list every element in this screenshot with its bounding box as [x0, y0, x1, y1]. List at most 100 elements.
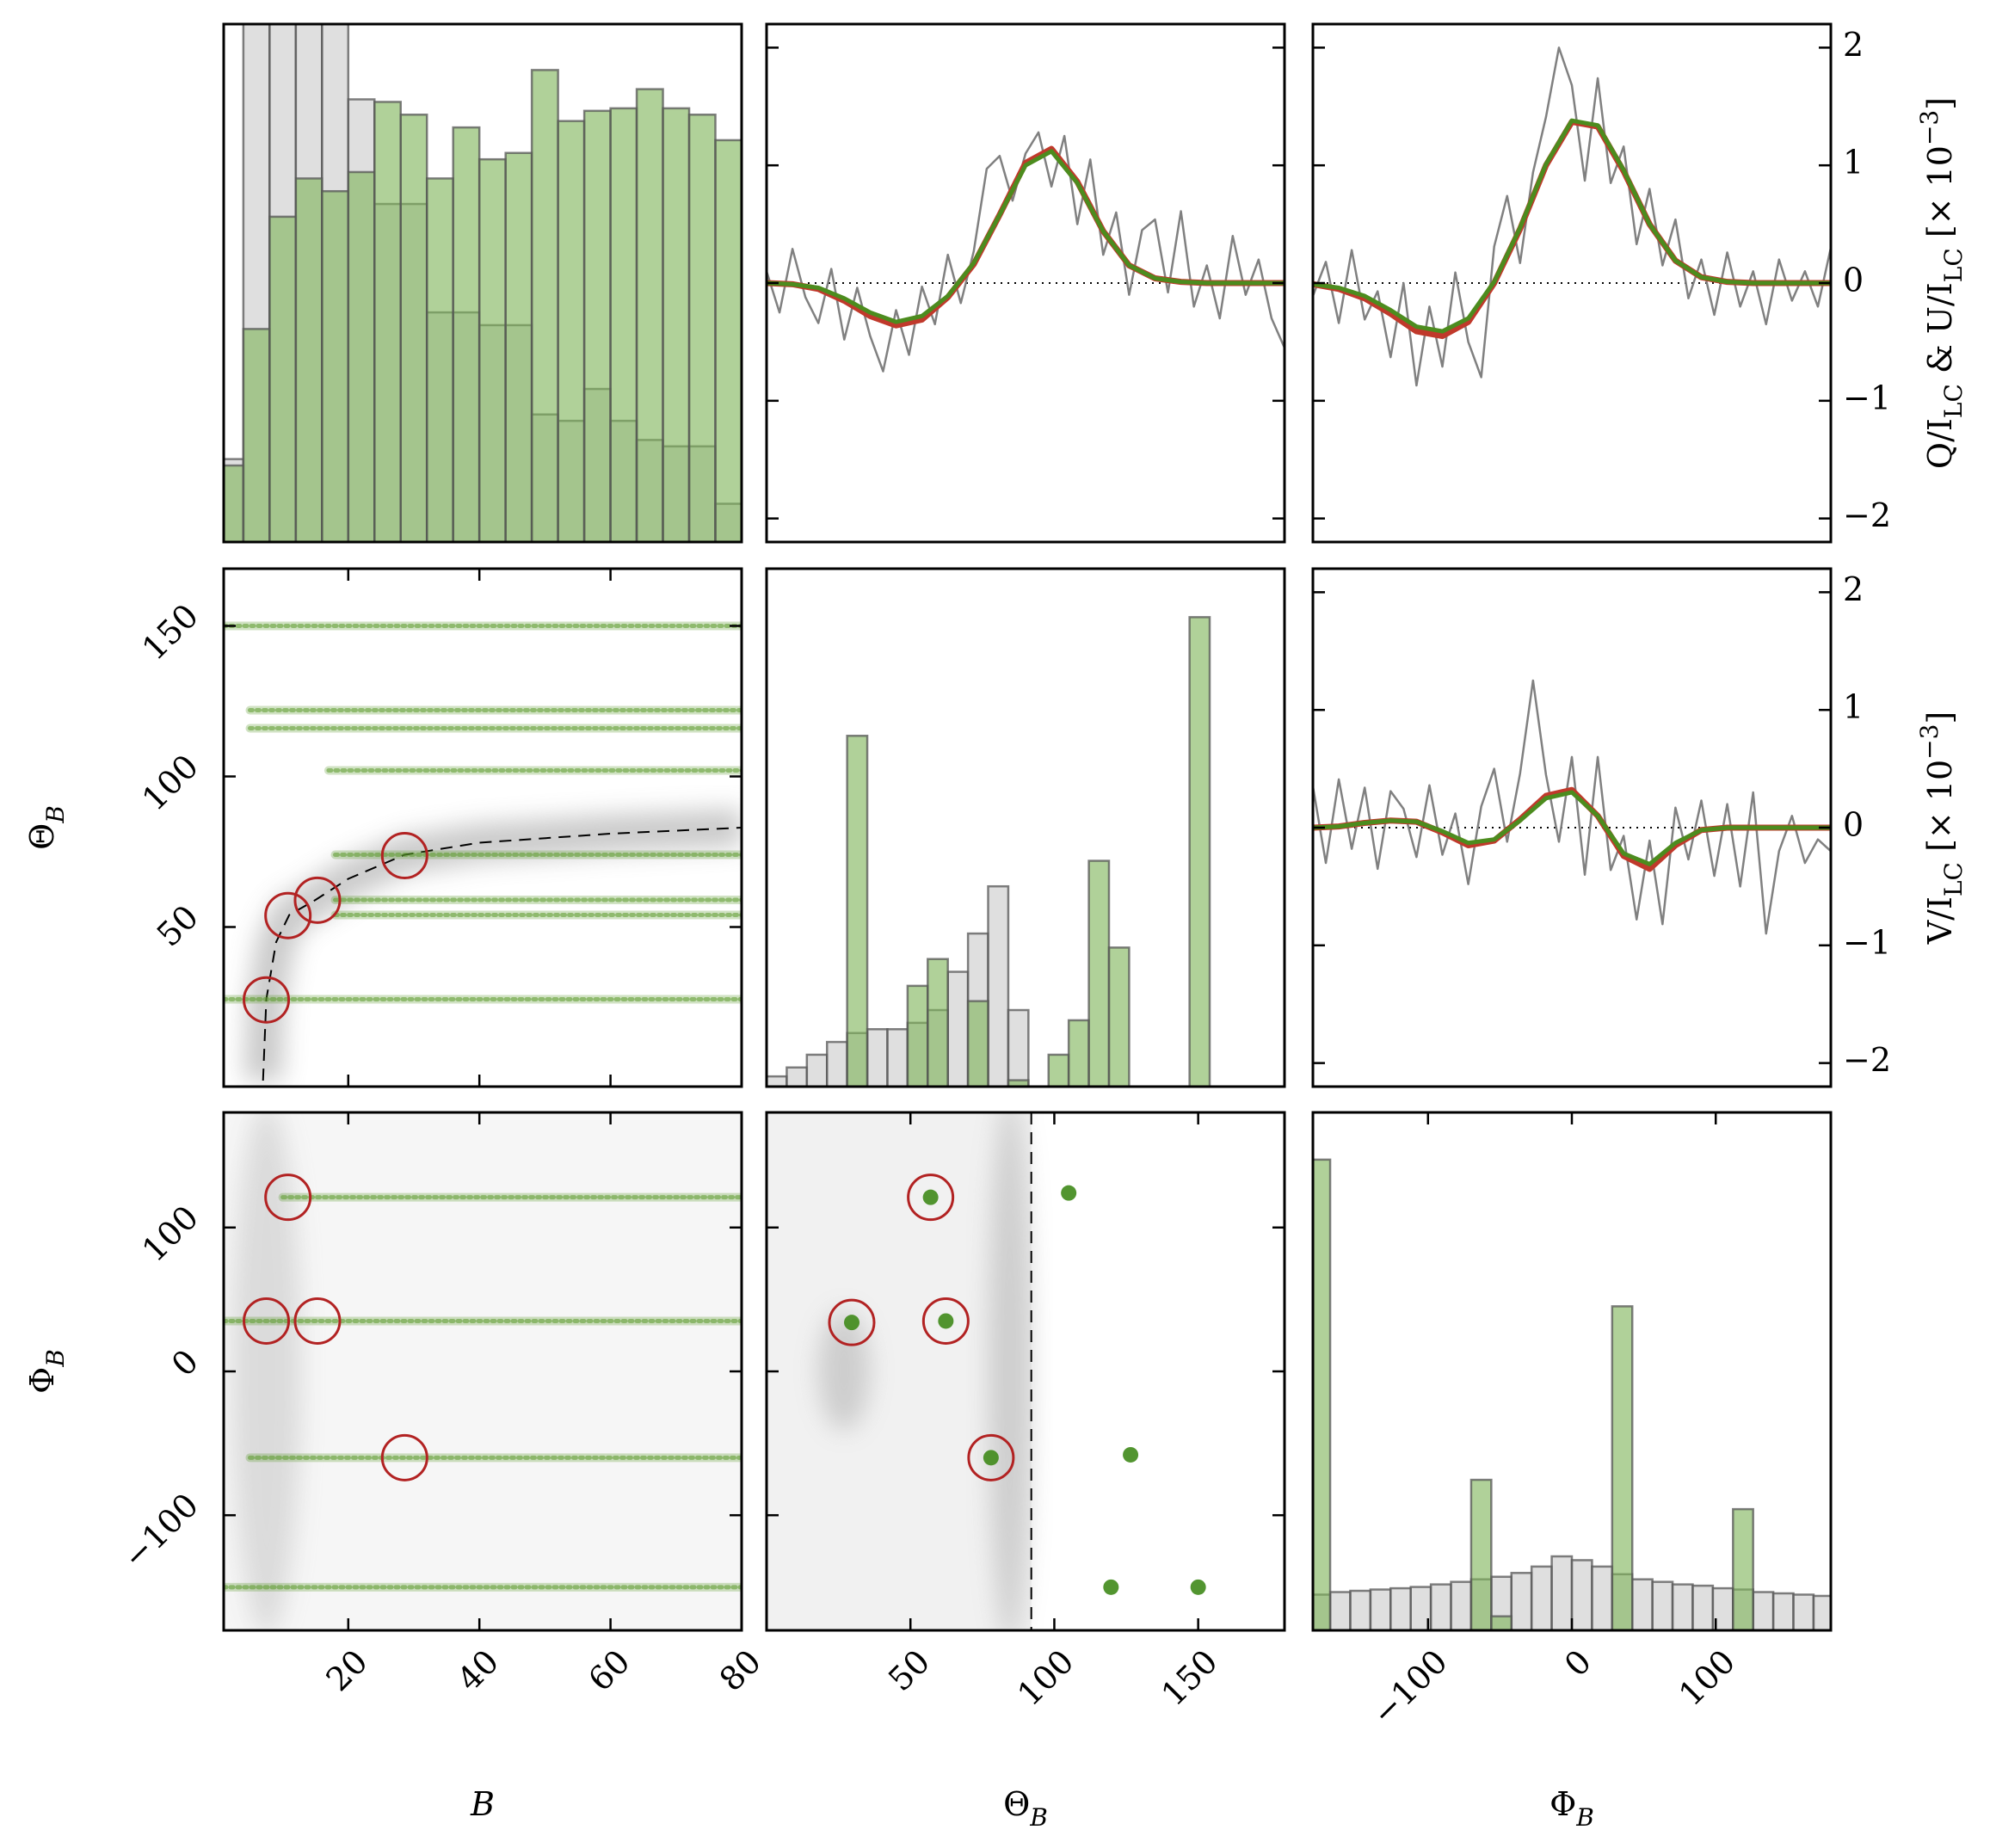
hist-bar: [1570, 1559, 1593, 1630]
y-tick-label: −2: [1843, 1041, 1891, 1079]
hist-bar: [373, 101, 402, 542]
y-tick-label: −1: [1843, 923, 1891, 961]
hist-bar: [399, 114, 428, 542]
y-tick-label: −2: [1843, 496, 1891, 534]
hist-bar: [609, 107, 638, 542]
hist-bar: [1630, 1578, 1654, 1630]
hist-bar: [987, 884, 1010, 1087]
hist-bar: [1313, 1158, 1332, 1630]
true-value-marker: [907, 1173, 955, 1222]
label-part: ]: [1921, 711, 1959, 724]
y-tick-label: 2: [1843, 570, 1864, 608]
hist-bar: [966, 1000, 989, 1087]
density-shade: [988, 1112, 1032, 1630]
model-line: [767, 149, 1285, 324]
observed-line: [1313, 46, 1831, 387]
hist-bar: [1469, 1478, 1493, 1630]
hist-bar: [1047, 1053, 1070, 1087]
hist-bar: [1550, 1555, 1574, 1630]
hist-bar: [946, 970, 970, 1087]
panel: [767, 1112, 1206, 1630]
hist-bar: [268, 215, 298, 542]
sample-cluster: [983, 1450, 999, 1466]
hist-bar: [714, 139, 742, 542]
label-part: ]: [1921, 97, 1959, 110]
hist-bar: [1429, 1583, 1452, 1630]
hist-bar: [452, 126, 481, 542]
label-part: Θ: [1003, 1785, 1030, 1823]
axis-label: Q/ILC & U/ILC [× 10−3]: [1915, 97, 1968, 469]
density-shade: [818, 1310, 870, 1431]
label-part: Φ: [1549, 1785, 1576, 1823]
hist-bar: [1349, 1589, 1372, 1630]
sample-cluster: [922, 1189, 939, 1205]
y-tick-label: 1: [1843, 144, 1864, 182]
true-value-marker: [264, 1173, 312, 1222]
panel: [224, 24, 742, 542]
axis-label: ΦB: [1549, 1785, 1594, 1832]
hist-bar: [1369, 1588, 1392, 1630]
hist-bar: [825, 1040, 848, 1087]
hist-bar: [1591, 1565, 1614, 1630]
label-part: LC: [1939, 862, 1968, 896]
hist-bar: [886, 1028, 909, 1087]
true-value-marker: [293, 1297, 342, 1345]
sample-cluster: [1190, 1579, 1206, 1595]
hist-bar: [1792, 1593, 1815, 1630]
model-line: [1313, 790, 1831, 866]
panel: [1313, 46, 1831, 387]
hist-bar: [1752, 1591, 1775, 1630]
density-shade: [232, 1112, 301, 1630]
hist-bar: [687, 114, 717, 542]
hist-bar: [927, 958, 949, 1087]
hist-bar: [1067, 1019, 1090, 1087]
hist-bar: [1328, 1591, 1352, 1630]
label-part: B: [41, 805, 70, 824]
hist-bar: [767, 1075, 788, 1087]
hist-bar: [1450, 1580, 1473, 1630]
density-shade: [767, 1112, 1032, 1630]
hist-bar: [1510, 1572, 1533, 1630]
hist-bar: [1188, 616, 1211, 1087]
label-part: B: [1575, 1803, 1594, 1832]
true-value-marker: [293, 876, 342, 924]
hist-bar: [1651, 1580, 1674, 1630]
label-part: [× 10: [1921, 145, 1959, 248]
hist-bar: [504, 151, 533, 542]
hist-bar: [347, 170, 376, 542]
panel-frame: [765, 567, 1286, 1088]
panel: [224, 621, 742, 1081]
sample-cluster: [1103, 1579, 1119, 1595]
y-tick-label: 1: [1843, 688, 1864, 726]
true-value-marker: [967, 1433, 1015, 1481]
true-value-marker: [380, 1433, 428, 1481]
hist-bar: [582, 109, 612, 542]
hist-bar: [1007, 1008, 1030, 1087]
label-part: LC: [1939, 248, 1968, 282]
hist-bar: [1671, 1583, 1694, 1630]
true-value-marker: [921, 1297, 970, 1345]
hist-bar: [866, 1028, 889, 1087]
label-part: Φ: [23, 1367, 61, 1394]
label-part: V/I: [1921, 896, 1959, 945]
hist-bar: [530, 69, 559, 542]
hist-bar: [477, 157, 507, 542]
hist-bar: [1691, 1584, 1715, 1630]
true-value-marker: [243, 1297, 291, 1345]
hist-bar: [1107, 946, 1131, 1087]
label-part: LC: [1939, 384, 1968, 418]
label-part: B: [470, 1785, 495, 1823]
sample-cluster: [938, 1313, 954, 1329]
panel: [767, 616, 1211, 1087]
hist-bar: [846, 734, 869, 1087]
y-tick-label: 2: [1843, 26, 1864, 64]
hist-bar: [321, 189, 350, 542]
panel-frame: [222, 22, 743, 544]
panel: [224, 1112, 742, 1630]
model-line: [1313, 118, 1831, 334]
hist-bar: [1732, 1507, 1754, 1630]
hist-bar: [425, 177, 454, 542]
hist-bar: [662, 107, 691, 542]
hist-bar: [1530, 1565, 1553, 1630]
